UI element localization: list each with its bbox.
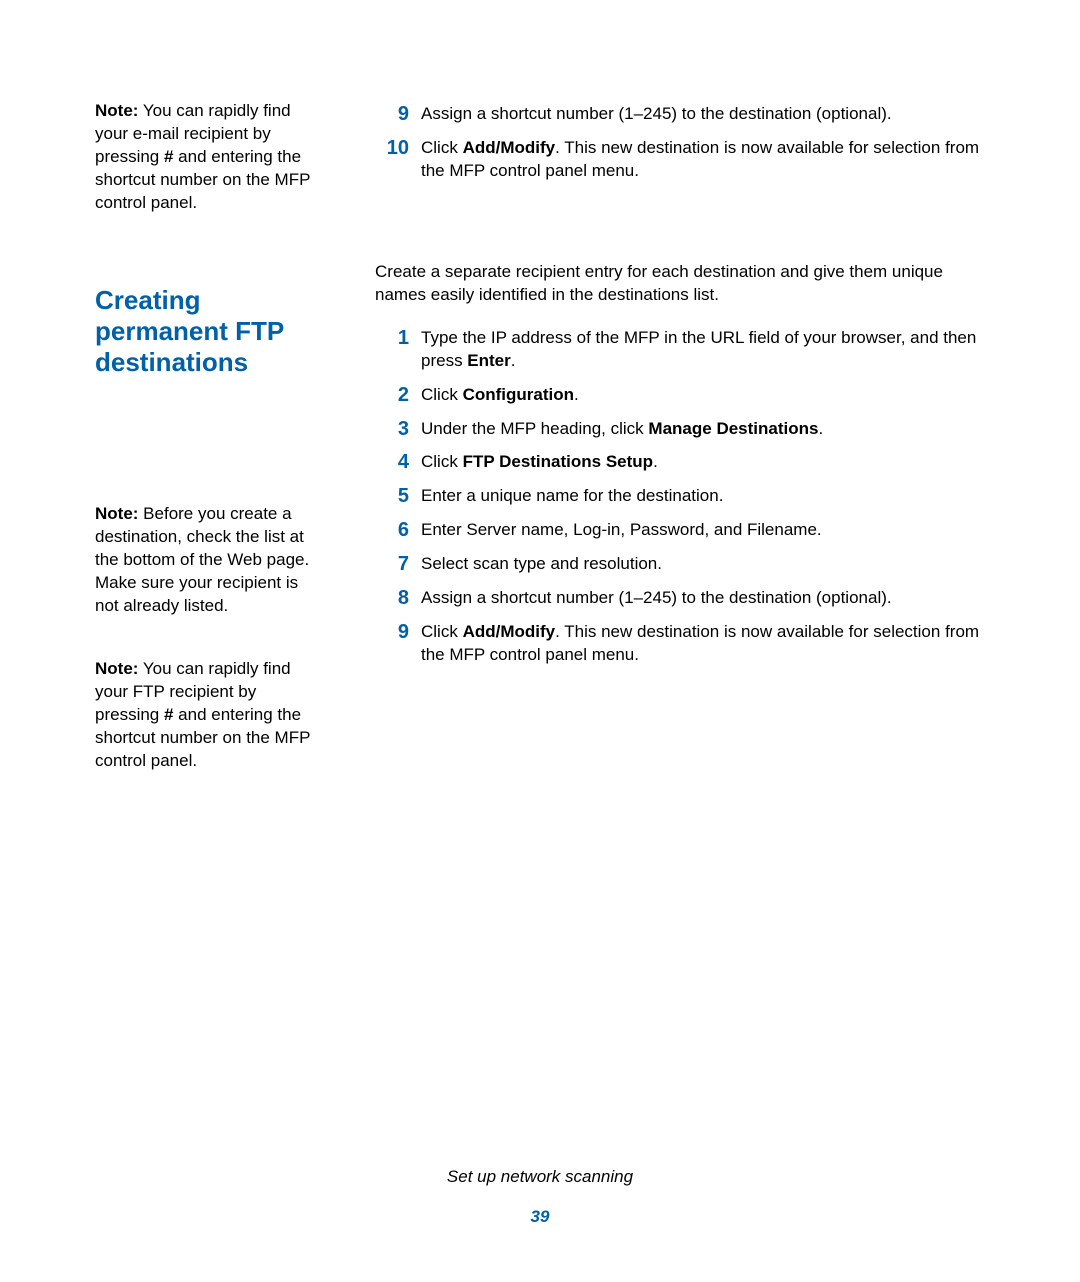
continued-steps: 9 Assign a shortcut number (1–245) to th… (375, 103, 990, 183)
step-pre: Select scan type and resolution. (421, 554, 662, 573)
step-pre: Click (421, 138, 463, 157)
note-check-list: Note: Before you create a destination, c… (95, 503, 315, 618)
ftp-steps: 1 Type the IP address of the MFP in the … (375, 327, 990, 667)
left-column: Note: You can rapidly find your e-mail r… (95, 100, 315, 791)
footer-page-number: 39 (0, 1207, 1080, 1227)
step-bold: Enter (467, 351, 510, 370)
step-pre: Enter a unique name for the destination. (421, 486, 723, 505)
note-label: Note: (95, 504, 138, 523)
step-item: 10 Click Add/Modify. This new destinatio… (375, 137, 990, 183)
step-text: Select scan type and resolution. (421, 553, 990, 576)
step-pre: Under the MFP heading, click (421, 419, 648, 438)
step-pre: Click (421, 452, 463, 471)
note-label: Note: (95, 101, 138, 120)
step-text: Click FTP Destinations Setup. (421, 451, 990, 474)
step-number: 8 (375, 587, 409, 609)
step-number: 10 (375, 137, 409, 159)
step-number: 9 (375, 621, 409, 643)
step-item: 3 Under the MFP heading, click Manage De… (375, 418, 990, 441)
step-pre: Assign a shortcut number (1–245) to the … (421, 588, 892, 607)
note-label: Note: (95, 659, 138, 678)
step-pre: Click (421, 622, 463, 641)
step-bold: Configuration (463, 385, 574, 404)
step-item: 1 Type the IP address of the MFP in the … (375, 327, 990, 373)
step-item: 2 Click Configuration. (375, 384, 990, 407)
step-bold: Add/Modify (463, 622, 556, 641)
two-column-layout: Note: You can rapidly find your e-mail r… (95, 100, 990, 791)
step-item: 8 Assign a shortcut number (1–245) to th… (375, 587, 990, 610)
step-item: 9 Assign a shortcut number (1–245) to th… (375, 103, 990, 126)
step-number: 3 (375, 418, 409, 440)
step-text: Under the MFP heading, click Manage Dest… (421, 418, 990, 441)
section-heading: Creating permanent FTP destinations (95, 285, 315, 379)
step-bold: Add/Modify (463, 138, 556, 157)
footer-section-title: Set up network scanning (0, 1167, 1080, 1187)
step-pre: Click (421, 385, 463, 404)
page-footer: Set up network scanning 39 (0, 1167, 1080, 1227)
step-number: 7 (375, 553, 409, 575)
step-item: 9 Click Add/Modify. This new destination… (375, 621, 990, 667)
step-post: . (818, 419, 823, 438)
step-number: 2 (375, 384, 409, 406)
step-item: 4 Click FTP Destinations Setup. (375, 451, 990, 474)
step-text: Assign a shortcut number (1–245) to the … (421, 587, 990, 610)
step-text: Type the IP address of the MFP in the UR… (421, 327, 990, 373)
step-post: . (574, 385, 579, 404)
note-ftp-shortcut: Note: You can rapidly find your FTP reci… (95, 658, 315, 773)
step-text: Click Add/Modify. This new destination i… (421, 621, 990, 667)
step-number: 6 (375, 519, 409, 541)
step-number: 9 (375, 103, 409, 125)
document-page: Note: You can rapidly find your e-mail r… (0, 0, 1080, 1282)
step-text: Assign a shortcut number (1–245) to the … (421, 103, 990, 126)
step-post: . (511, 351, 516, 370)
step-post: . (653, 452, 658, 471)
step-item: 5 Enter a unique name for the destinatio… (375, 485, 990, 508)
intro-paragraph: Create a separate recipient entry for ea… (375, 261, 990, 307)
step-bold: Manage Destinations (648, 419, 818, 438)
step-text: Click Configuration. (421, 384, 990, 407)
step-number: 5 (375, 485, 409, 507)
step-pre: Enter Server name, Log-in, Password, and… (421, 520, 822, 539)
step-number: 4 (375, 451, 409, 473)
step-item: 6 Enter Server name, Log-in, Password, a… (375, 519, 990, 542)
step-text: Click Add/Modify. This new destination i… (421, 137, 990, 183)
note-email-shortcut: Note: You can rapidly find your e-mail r… (95, 100, 315, 215)
step-item: 7 Select scan type and resolution. (375, 553, 990, 576)
ftp-section: Create a separate recipient entry for ea… (375, 261, 990, 667)
step-text: Enter Server name, Log-in, Password, and… (421, 519, 990, 542)
step-number: 1 (375, 327, 409, 349)
step-text: Enter a unique name for the destination. (421, 485, 990, 508)
step-bold: FTP Destinations Setup (463, 452, 654, 471)
right-column: 9 Assign a shortcut number (1–245) to th… (375, 100, 990, 791)
